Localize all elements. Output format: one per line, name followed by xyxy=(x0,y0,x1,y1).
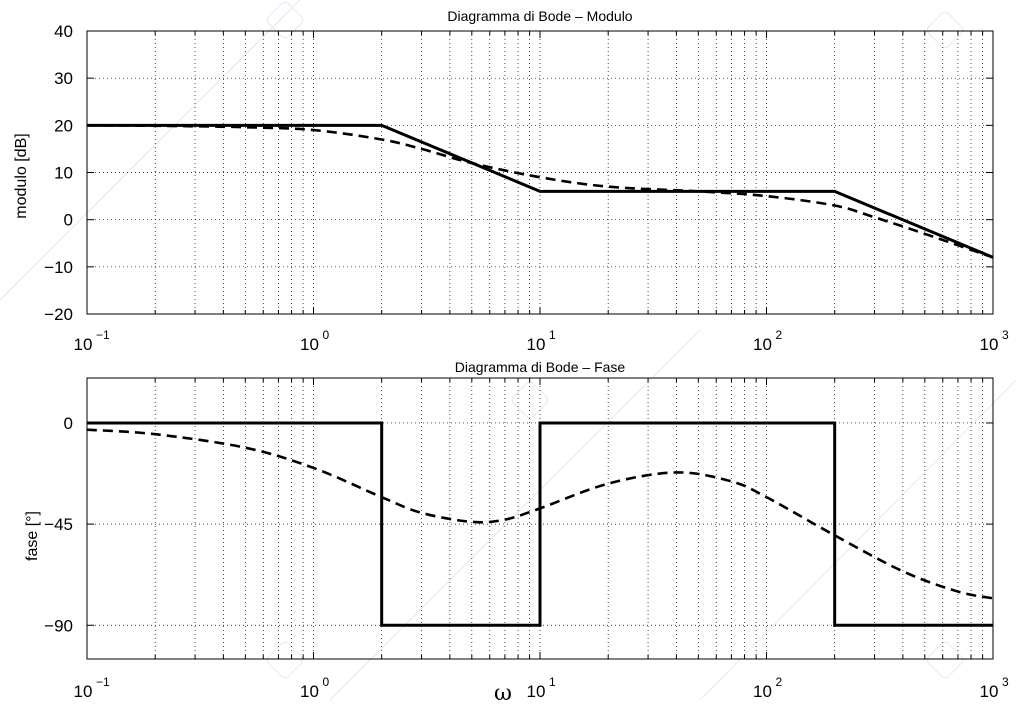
watermark-line xyxy=(0,0,301,301)
watermark-logo xyxy=(511,381,549,419)
watermark-logo xyxy=(266,641,304,679)
phase-x-tick-exponent: 3 xyxy=(1002,675,1009,689)
magnitude-x-tick-label: 10 xyxy=(527,335,546,354)
watermark-logo xyxy=(266,1,304,39)
magnitude-x-tick-label: 10 xyxy=(980,335,999,354)
magnitude-y-tick-label: 40 xyxy=(54,22,73,41)
magnitude-x-tick-label: 10 xyxy=(300,335,319,354)
magnitude-exact-curve xyxy=(86,124,994,259)
phase-plot-title: Diagramma di Bode – Fase xyxy=(455,359,626,375)
phase-x-tick-label: 10 xyxy=(980,682,999,701)
watermark-logo xyxy=(926,641,964,679)
watermark-logo xyxy=(926,11,964,49)
phase-exact-curve xyxy=(86,428,994,600)
phase-x-tick-exponent: −1 xyxy=(96,675,110,689)
magnitude-y-tick-label: 10 xyxy=(54,164,73,183)
phase-x-tick-exponent: 0 xyxy=(323,675,330,689)
phase-y-tick-label: −90 xyxy=(44,616,73,635)
magnitude-y-tick-label: −10 xyxy=(44,258,73,277)
magnitude-y-tick-label: 30 xyxy=(54,69,73,88)
magnitude-x-tick-exponent: 0 xyxy=(323,328,330,342)
magnitude-y-tick-label: 20 xyxy=(54,116,73,135)
phase-x-tick-label: 10 xyxy=(300,682,319,701)
phase-x-tick-exponent: 2 xyxy=(776,675,783,689)
phase-y-tick-label: −45 xyxy=(44,515,73,534)
magnitude-x-tick-exponent: 2 xyxy=(776,328,783,342)
phase-asymptotic-curve xyxy=(87,421,993,627)
phase-x-tick-label: 10 xyxy=(74,682,93,701)
magnitude-y-tick-label: 0 xyxy=(64,211,73,230)
phase-x-tick-label: 10 xyxy=(753,682,772,701)
phase-x-axis-label: ω xyxy=(494,681,512,706)
magnitude-y-axis-label: modulo [dB] xyxy=(13,133,30,218)
watermark-line xyxy=(699,379,1016,701)
phase-y-tick-label: 0 xyxy=(64,414,73,433)
magnitude-x-tick-exponent: 3 xyxy=(1002,328,1009,342)
phase-y-axis-label: fase [°] xyxy=(24,511,41,561)
magnitude-x-tick-exponent: 1 xyxy=(549,328,556,342)
magnitude-y-tick-label: −20 xyxy=(44,305,73,324)
watermark-line xyxy=(329,329,701,701)
magnitude-x-tick-label: 10 xyxy=(753,335,772,354)
phase-plot: Diagramma di Bode – Fase fase [°] 0 −45 −9… xyxy=(24,359,1009,706)
phase-x-tick-exponent: 1 xyxy=(549,675,556,689)
phase-x-tick-label: 10 xyxy=(527,682,546,701)
magnitude-plot: Diagramma di Bode – Modulo modulo [dB] −… xyxy=(13,8,1009,354)
magnitude-x-tick-label: 10 xyxy=(74,335,93,354)
magnitude-plot-title: Diagramma di Bode – Modulo xyxy=(447,8,632,24)
magnitude-x-tick-exponent: −1 xyxy=(96,328,110,342)
magnitude-asymptotic-curve xyxy=(87,123,994,259)
